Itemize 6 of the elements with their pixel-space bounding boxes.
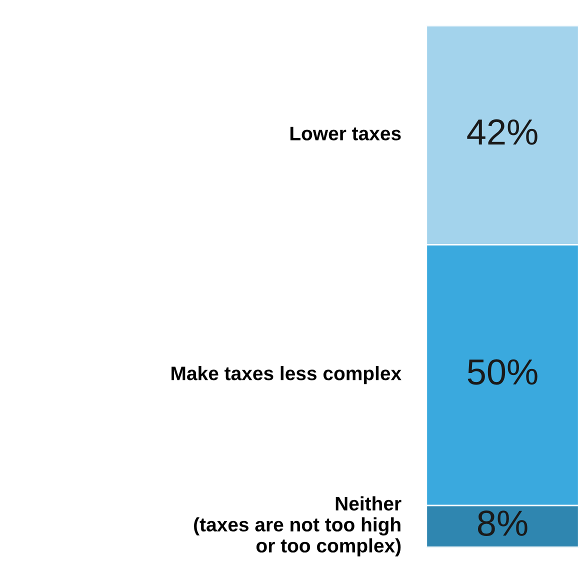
series-label: Lower taxes	[290, 126, 401, 140]
data-label: 8%	[478, 510, 528, 536]
series-label: Neither (taxes are not too high or too complex)	[194, 496, 402, 556]
data-label: 50%	[468, 359, 538, 385]
series-label: Make taxes less complex	[172, 366, 402, 384]
data-label: 42%	[467, 119, 538, 145]
